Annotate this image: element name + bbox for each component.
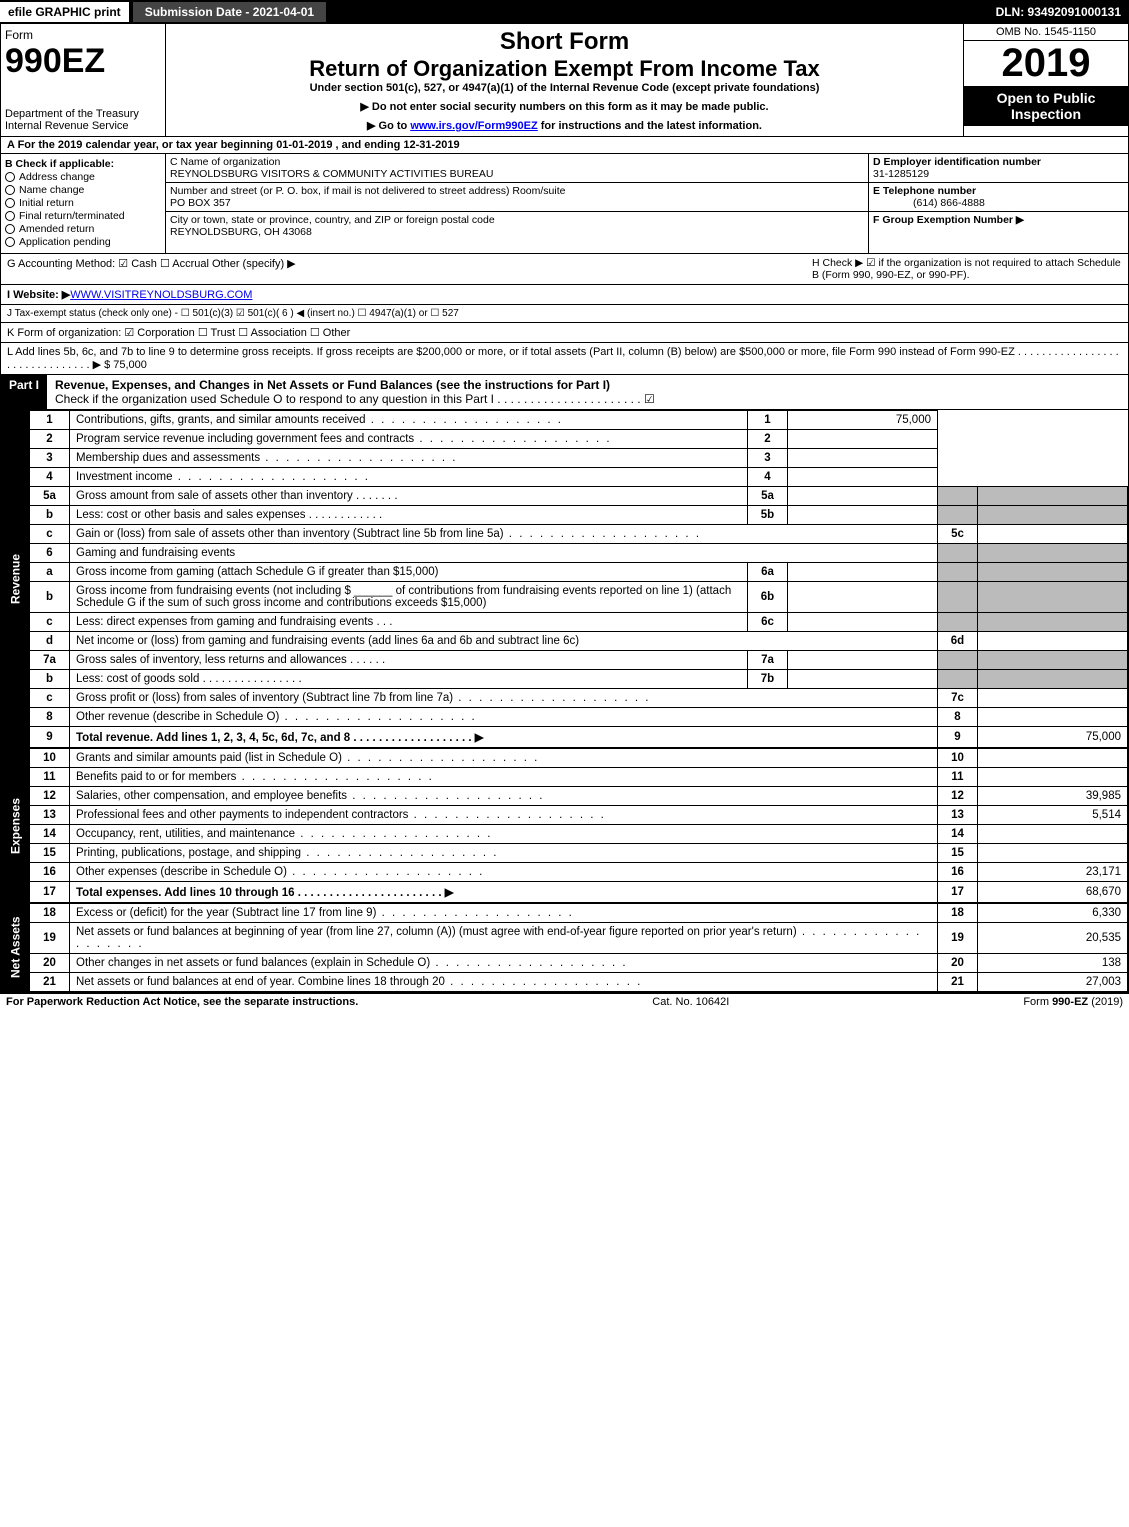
revenue-label: Revenue (1, 410, 29, 748)
expenses-label: Expenses (1, 748, 29, 903)
phone: (614) 866-4888 (873, 197, 985, 209)
arrow-goto: ▶ Go to www.irs.gov/Form990EZ for instru… (170, 119, 959, 132)
header-left: Form 990EZ Department of the Treasury In… (1, 24, 166, 136)
revenue-table: 1Contributions, gifts, grants, and simil… (29, 410, 1128, 748)
line-a: A For the 2019 calendar year, or tax yea… (0, 137, 1129, 154)
irs-link[interactable]: www.irs.gov/Form990EZ (410, 120, 537, 132)
dept-treasury: Department of the Treasury (5, 108, 161, 120)
form-word: Form (5, 28, 161, 42)
open-inspection: Open to Public Inspection (964, 86, 1128, 126)
line-i: I Website: ▶WWW.VISITREYNOLDSBURG.COM (0, 285, 1129, 305)
footer-left: For Paperwork Reduction Act Notice, see … (6, 996, 358, 1008)
check-amended[interactable]: Amended return (5, 223, 161, 235)
header-right: OMB No. 1545-1150 2019 Open to Public In… (963, 24, 1128, 136)
addr-label: Number and street (or P. O. box, if mail… (170, 185, 864, 197)
f-label: F Group Exemption Number ▶ (873, 214, 1024, 226)
check-final[interactable]: Final return/terminated (5, 210, 161, 222)
part1-check: Check if the organization used Schedule … (55, 392, 655, 406)
form-number: 990EZ (5, 42, 161, 81)
ein: 31-1285129 (873, 168, 929, 180)
e-label: E Telephone number (873, 185, 976, 197)
check-address[interactable]: Address change (5, 171, 161, 183)
submission-date: Submission Date - 2021-04-01 (133, 2, 326, 22)
part1-title: Revenue, Expenses, and Changes in Net As… (55, 378, 610, 392)
header-mid: Short Form Return of Organization Exempt… (166, 24, 963, 136)
line-g: G Accounting Method: ☑ Cash ☐ Accrual Ot… (7, 257, 812, 281)
top-bar: efile GRAPHIC print Submission Date - 20… (0, 0, 1129, 24)
org-city: REYNOLDSBURG, OH 43068 (170, 226, 864, 238)
city-label: City or town, state or province, country… (170, 214, 864, 226)
omb-number: OMB No. 1545-1150 (964, 24, 1128, 41)
block-d: D Employer identification number31-12851… (868, 154, 1128, 253)
line-j: J Tax-exempt status (check only one) - ☐… (0, 305, 1129, 323)
b-title: B Check if applicable: (5, 158, 114, 170)
footer-mid: Cat. No. 10642I (652, 996, 729, 1008)
block-c: C Name of organization REYNOLDSBURG VISI… (166, 154, 868, 253)
form-header: Form 990EZ Department of the Treasury In… (0, 24, 1129, 137)
dept-irs: Internal Revenue Service (5, 120, 161, 132)
short-form-title: Short Form (170, 28, 959, 56)
line-l: L Add lines 5b, 6c, and 7b to line 9 to … (0, 343, 1129, 375)
efile-label[interactable]: efile GRAPHIC print (0, 2, 129, 22)
netassets-label: Net Assets (1, 903, 29, 992)
org-name: REYNOLDSBURG VISITORS & COMMUNITY ACTIVI… (170, 168, 864, 180)
block-bcd: B Check if applicable: Address change Na… (0, 154, 1129, 254)
check-application[interactable]: Application pending (5, 236, 161, 248)
return-title: Return of Organization Exempt From Incom… (170, 56, 959, 82)
line-k: K Form of organization: ☑ Corporation ☐ … (0, 323, 1129, 343)
footer-right: Form 990-EZ (2019) (1023, 996, 1123, 1008)
org-address: PO BOX 357 (170, 197, 864, 209)
netassets-table: 18Excess or (deficit) for the year (Subt… (29, 903, 1128, 992)
check-initial[interactable]: Initial return (5, 197, 161, 209)
line-h: H Check ▶ ☑ if the organization is not r… (812, 257, 1122, 281)
dln: DLN: 93492091000131 (996, 5, 1129, 19)
expenses-table: 10Grants and similar amounts paid (list … (29, 748, 1128, 903)
footer: For Paperwork Reduction Act Notice, see … (0, 993, 1129, 1010)
d-label: D Employer identification number (873, 156, 1041, 168)
part1-hdr: Part I (1, 375, 47, 409)
website-link[interactable]: WWW.VISITREYNOLDSBURG.COM (70, 289, 252, 301)
c-label: C Name of organization (170, 156, 864, 168)
check-name[interactable]: Name change (5, 184, 161, 196)
arrow-ssn: ▶ Do not enter social security numbers o… (170, 100, 959, 113)
block-b: B Check if applicable: Address change Na… (1, 154, 166, 253)
under-section: Under section 501(c), 527, or 4947(a)(1)… (170, 82, 959, 94)
tax-year: 2019 (964, 41, 1128, 86)
